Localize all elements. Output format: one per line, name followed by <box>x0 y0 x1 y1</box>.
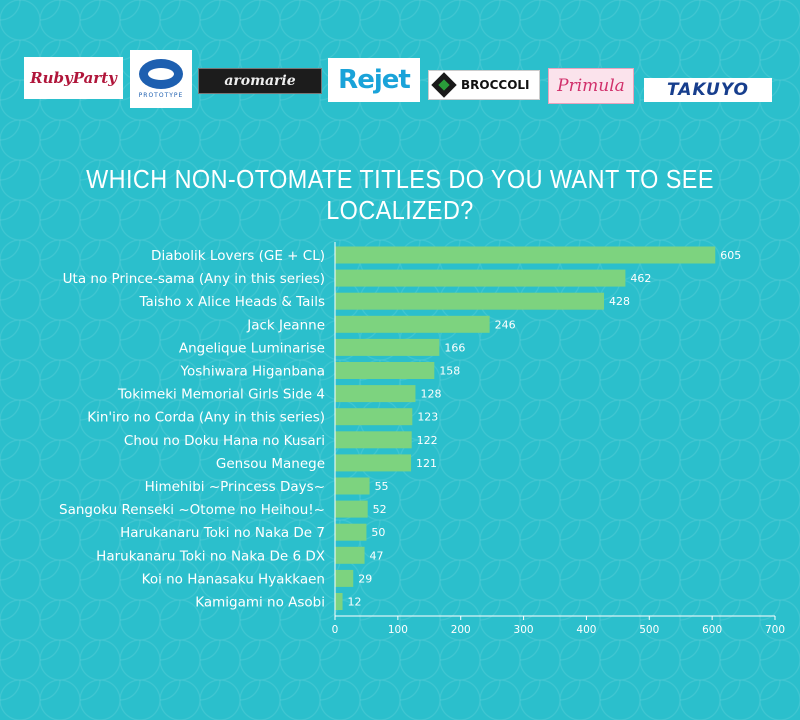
value-label: 123 <box>417 411 438 424</box>
primula-logo: Primula <box>548 68 634 104</box>
value-label: 55 <box>375 480 389 493</box>
x-tick-label: 300 <box>514 624 534 636</box>
category-label: Yoshiwara Higanbana <box>180 364 325 380</box>
bar <box>335 546 365 564</box>
value-label: 12 <box>348 596 362 609</box>
broccoli-logo: BROCCOLI <box>428 70 540 100</box>
primula-logo-text: Primula <box>557 76 625 96</box>
value-label: 50 <box>371 526 385 539</box>
value-label: 428 <box>609 295 630 308</box>
aromarie-logo: aromarie <box>198 68 322 94</box>
bar <box>335 338 440 356</box>
bar <box>335 292 605 310</box>
ruby-party-logo-text: RubyParty <box>30 69 117 87</box>
category-label: Himehibi ~Princess Days~ <box>145 479 325 495</box>
value-label: 122 <box>417 434 438 447</box>
value-label: 158 <box>439 365 460 378</box>
value-label: 605 <box>720 249 741 262</box>
value-label: 246 <box>495 318 516 331</box>
category-label: Tokimeki Memorial Girls Side 4 <box>117 387 325 403</box>
category-label: Jack Jeanne <box>246 317 325 333</box>
category-label: Kamigami no Asobi <box>195 595 325 611</box>
value-label: 29 <box>358 572 372 585</box>
takuyo-logo-text: TAKUYO <box>667 80 749 100</box>
bar <box>335 408 413 426</box>
prototype-logo-text: PROTOTYPE <box>138 92 184 99</box>
broccoli-logo-text: BROCCOLI <box>461 78 530 92</box>
x-tick-label: 200 <box>451 624 471 636</box>
rejet-logo-text: Rejet <box>338 65 411 95</box>
x-tick-label: 700 <box>765 624 785 636</box>
value-label: 462 <box>630 272 651 285</box>
category-label: Taisho x Alice Heads & Tails <box>139 294 325 310</box>
bar <box>335 454 412 472</box>
aromarie-logo-text: aromarie <box>224 73 296 89</box>
category-label: Harukanaru Toki no Naka De 6 DX <box>96 548 325 564</box>
x-axis: 0 100 200 300 400 500 600 700 <box>332 242 785 636</box>
category-label: Uta no Prince-sama (Any in this series) <box>63 271 325 287</box>
bars-group <box>335 246 716 610</box>
value-label: 47 <box>370 549 384 562</box>
bar <box>335 593 343 610</box>
category-label: Koi no Hanasaku Hyakkaen <box>142 571 325 587</box>
bar <box>335 500 368 518</box>
bar <box>335 523 367 541</box>
rejet-logo: Rejet <box>328 58 420 102</box>
bar <box>335 246 716 264</box>
bar <box>335 385 416 403</box>
prototype-disc-icon <box>139 59 183 89</box>
value-label: 52 <box>373 503 387 516</box>
prototype-logo: PROTOTYPE <box>130 50 192 108</box>
bar <box>335 315 490 333</box>
category-label: Gensou Manege <box>216 456 325 472</box>
category-labels-group: Diabolik Lovers (GE + CL) Uta no Prince-s… <box>59 248 325 611</box>
x-tick-label: 500 <box>639 624 659 636</box>
chart-title: WHICH NON-OTOMATE TITLES DO YOU WANT TO … <box>86 164 714 225</box>
x-tick-label: 100 <box>388 624 408 636</box>
value-label: 128 <box>420 388 441 401</box>
bar <box>335 569 354 587</box>
bar <box>335 477 370 495</box>
category-label: Chou no Doku Hana no Kusari <box>124 433 325 449</box>
category-label: Sangoku Renseki ~Otome no Heihou!~ <box>59 502 325 518</box>
takuyo-logo: TAKUYO <box>644 78 772 102</box>
x-tick-label: 600 <box>702 624 722 636</box>
category-label: Kin'iro no Corda (Any in this series) <box>87 410 325 426</box>
category-label: Angelique Luminarise <box>179 340 325 356</box>
value-label: 166 <box>444 341 465 354</box>
x-tick-label: 0 <box>332 624 339 636</box>
category-label: Harukanaru Toki no Naka De 7 <box>120 525 325 541</box>
category-label: Diabolik Lovers (GE + CL) <box>151 248 325 264</box>
ruby-party-logo: RubyParty <box>24 57 123 99</box>
bar <box>335 362 435 379</box>
bar <box>335 269 626 287</box>
publisher-logo-strip: RubyParty PROTOTYPE aromarie Rejet BROCC… <box>0 0 800 120</box>
value-label: 121 <box>416 457 437 470</box>
x-tick-label: 400 <box>576 624 596 636</box>
bar <box>335 431 412 449</box>
